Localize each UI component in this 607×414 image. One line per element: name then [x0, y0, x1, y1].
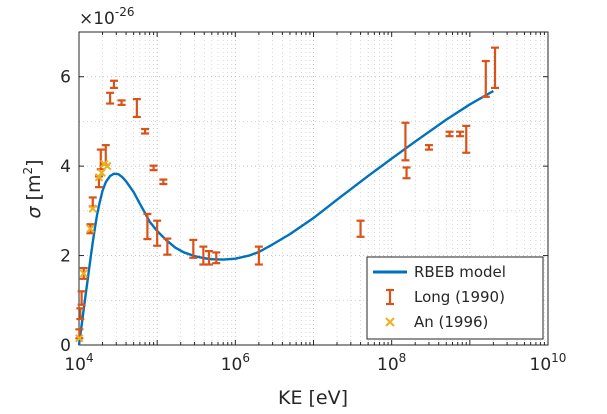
x-tick-base: 10 — [64, 355, 86, 375]
x-tick-exp: 6 — [242, 351, 250, 365]
errorbar-point — [445, 130, 454, 138]
x-marker-stroke-b — [88, 204, 97, 213]
errorbar-point — [212, 251, 221, 265]
x-tick-exp: 10 — [551, 351, 566, 365]
y-tick-label: 6 — [60, 68, 71, 88]
y-multiplier-exp: -26 — [115, 5, 135, 19]
x-marker — [86, 224, 95, 233]
x-marker — [79, 269, 88, 278]
errorbar-point — [356, 219, 365, 238]
y-axis-label: σ [m2] — [21, 159, 45, 218]
errorbar-point — [163, 237, 172, 256]
errorbar-point — [143, 212, 152, 241]
x-marker-stroke-b — [86, 224, 95, 233]
legend: RBEB model Long (1990) An (1996) — [366, 256, 544, 340]
x-tick-base: 10 — [377, 355, 399, 375]
errorbar-point — [149, 164, 158, 172]
x-marker — [103, 161, 112, 171]
x-marker-stroke-b — [97, 168, 106, 178]
y-multiplier: ×10-26 — [79, 5, 135, 29]
x-tick-base: 10 — [221, 355, 243, 375]
errorbar-point — [456, 130, 465, 138]
legend-label-model: RBEB model — [414, 263, 506, 281]
y-axis-unit-exp: 2 — [21, 167, 35, 175]
x-marker-stroke-b — [103, 161, 112, 171]
series-long-1990 — [75, 46, 500, 340]
errorbar-point — [159, 178, 168, 186]
errorbar-point — [106, 91, 115, 105]
series-line-rbeb-model — [77, 89, 494, 346]
errorbar-point — [491, 46, 500, 89]
errorbar-point — [77, 290, 86, 306]
y-axis-unit-open: [m — [23, 175, 45, 201]
legend-marker-an — [385, 317, 395, 327]
legend-label-long: Long (1990) — [414, 288, 505, 306]
y-multiplier-base: ×10 — [79, 9, 115, 29]
x-marker — [75, 334, 84, 343]
x-tick-exp: 8 — [399, 351, 407, 365]
errorbar-point — [117, 99, 126, 106]
y-tick-label: 4 — [60, 157, 71, 177]
errorbar-point — [402, 166, 411, 180]
series-layer — [75, 46, 500, 346]
errorbar-point — [254, 245, 263, 266]
errorbar-point — [141, 127, 150, 135]
errorbar-point — [153, 219, 162, 247]
y-axis-symbol: σ — [23, 206, 45, 219]
series-an-1996 — [75, 159, 112, 343]
errorbar-point — [204, 250, 213, 266]
x-marker-stroke-b — [94, 173, 104, 182]
x-tick-label: 1010 — [530, 351, 567, 375]
legend-label-an: An (1996) — [414, 313, 488, 331]
errorbar-point — [109, 79, 118, 89]
x-marker — [88, 204, 97, 213]
x-axis-label: KE [eV] — [278, 387, 348, 409]
errorbar-point — [401, 121, 410, 162]
y-tick-label: 2 — [60, 247, 71, 267]
x-tick-label: 108 — [377, 351, 406, 375]
legend-errorbar-long — [386, 288, 394, 306]
errorbar-point — [76, 307, 85, 321]
x-marker-stroke-b — [75, 334, 84, 343]
x-tick-label: 104 — [64, 351, 93, 375]
errorbar-point — [481, 59, 490, 98]
errorbar-point — [189, 238, 198, 259]
x-tick-exp: 4 — [86, 351, 94, 365]
x-marker — [97, 168, 106, 178]
x-marker — [94, 173, 104, 182]
errorbar-point — [462, 124, 471, 154]
y-axis-unit-close: ] — [23, 159, 45, 166]
errorbar-point — [424, 144, 433, 151]
y-tick-label: 0 — [60, 336, 71, 356]
x-tick-base: 10 — [530, 355, 552, 375]
errorbar-point — [132, 97, 141, 119]
x-tick-label: 106 — [221, 351, 250, 375]
x-marker-stroke-b — [79, 269, 88, 278]
